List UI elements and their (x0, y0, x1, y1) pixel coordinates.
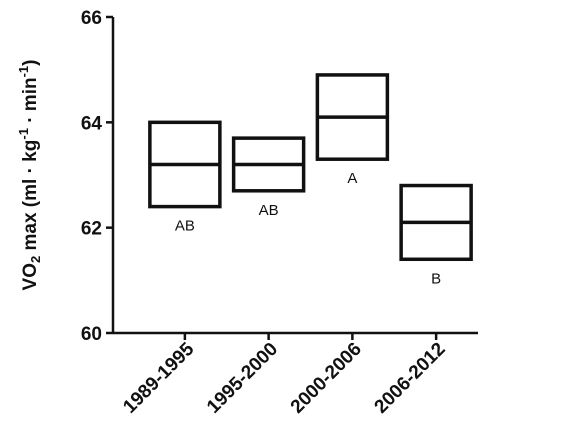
y-label-part: max (ml · kg (20, 140, 41, 256)
x-ticks: 1989-1995 1995-2000 2000-2006 2006-2012 (119, 333, 450, 418)
y-ticks: 60 62 64 66 (81, 8, 113, 345)
y-tick-label: 66 (81, 8, 102, 29)
y-label-part: VO (20, 263, 41, 290)
x-tick-label: 2000-2006 (287, 339, 366, 418)
group-letter: A (347, 170, 357, 187)
y-label-part: · min (20, 77, 41, 128)
y-label-sup: -1 (16, 128, 31, 140)
y-label-part: ) (20, 60, 41, 66)
group-letter: AB (259, 202, 279, 219)
y-tick-label: 60 (81, 324, 102, 345)
x-tick-label: 1989-1995 (119, 338, 198, 417)
x-tick-label: 1995-2000 (203, 339, 282, 418)
axes (111, 17, 478, 335)
y-tick-label: 64 (81, 113, 103, 134)
x-tick-label: 2006-2012 (371, 339, 450, 418)
group-letter: AB (175, 218, 195, 235)
y-axis-label: VO2 max (ml · kg-1 · min-1) (16, 60, 43, 291)
y-label-sup: -1 (16, 66, 31, 78)
group-letter: B (431, 270, 441, 287)
boxes (148, 73, 473, 262)
y-label-sub: 2 (28, 256, 43, 263)
y-tick-label: 62 (81, 219, 102, 240)
y-axis-title: VO2 max (ml · kg-1 · min-1) (16, 60, 43, 291)
